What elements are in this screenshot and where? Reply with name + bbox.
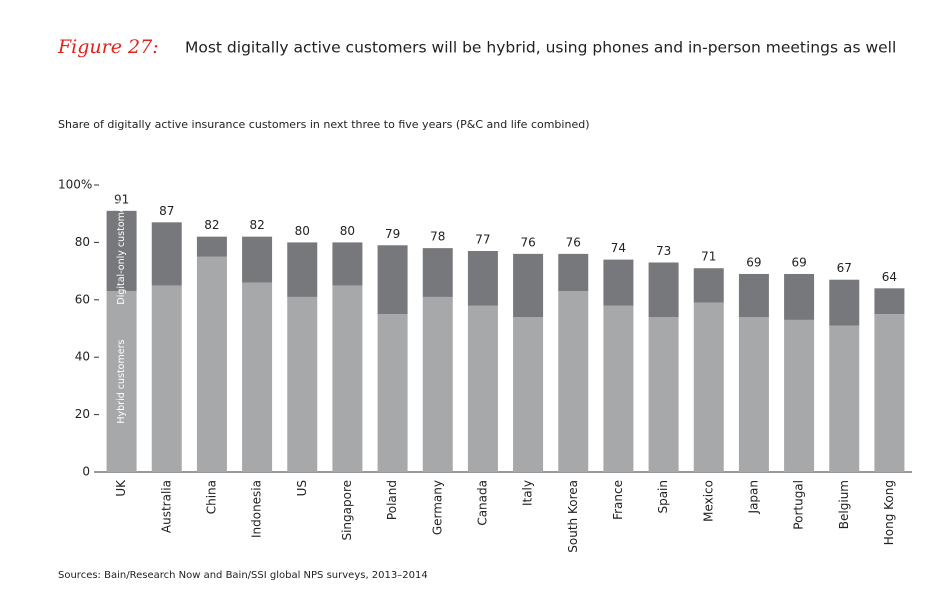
- total-label: 74: [611, 241, 626, 255]
- bar-segment: [829, 279, 860, 326]
- y-tick-label: 20: [75, 407, 90, 421]
- bar-segment: [874, 314, 905, 472]
- total-label: 79: [385, 227, 400, 241]
- x-tick-label: Indonesia: [250, 480, 264, 538]
- bar-segment: [106, 291, 137, 472]
- figure-label: Figure 27:: [57, 36, 159, 58]
- x-tick-label: Mexico: [701, 480, 715, 522]
- y-tick-label: 40: [75, 350, 90, 364]
- total-label: 91: [114, 192, 129, 206]
- bar-segment: [648, 262, 679, 318]
- x-tick-label: China: [204, 480, 218, 514]
- bar-segment: [874, 288, 905, 315]
- total-label: 67: [837, 261, 852, 275]
- bar-segment: [693, 268, 724, 303]
- bar-segment: [242, 282, 273, 472]
- bar-segment: [332, 242, 363, 286]
- bar-segment: [196, 236, 227, 257]
- bar-segment: [738, 273, 769, 318]
- total-label: 77: [475, 233, 490, 247]
- subtitle: Share of digitally active insurance cust…: [58, 118, 590, 131]
- x-tick-label: Japan: [746, 480, 760, 514]
- bar-segment: [332, 285, 363, 472]
- total-label: 82: [204, 218, 219, 232]
- bar-segment: [603, 305, 634, 472]
- bar-segment: [467, 251, 498, 306]
- bar-segment: [422, 296, 453, 472]
- bar-segment: [242, 236, 273, 283]
- bar-segment: [784, 273, 815, 320]
- x-tick-label: Canada: [475, 480, 489, 526]
- total-label: 76: [520, 235, 535, 249]
- bar-segment: [287, 242, 318, 297]
- x-tick-label: Portugal: [792, 480, 806, 530]
- x-tick-label: Singapore: [340, 480, 354, 541]
- bar-segment: [196, 256, 227, 472]
- total-label: 69: [746, 255, 761, 269]
- bar-segment: [106, 210, 137, 292]
- x-tick-label: Belgium: [837, 480, 851, 529]
- series-label: Hybrid customers: [116, 340, 127, 424]
- total-label: 80: [295, 224, 310, 238]
- bar-segment: [558, 253, 589, 292]
- source: Sources: Bain/Research Now and Bain/SSI …: [58, 570, 428, 581]
- bar-segment: [558, 291, 589, 472]
- bar-segment: [603, 259, 634, 306]
- bar-segment: [784, 319, 815, 472]
- y-tick-label: 0: [82, 465, 90, 479]
- bar-segment: [648, 317, 679, 472]
- bar-segment: [377, 314, 408, 472]
- bar-segment: [422, 248, 453, 297]
- y-tick-label: 100%: [58, 178, 92, 192]
- total-label: 73: [656, 244, 671, 258]
- y-tick-label: 80: [75, 235, 90, 249]
- x-tick-label: Australia: [159, 480, 173, 533]
- bar-segment: [829, 325, 860, 472]
- total-label: 87: [159, 204, 174, 218]
- bar-segment: [151, 285, 182, 472]
- x-tick-label: Hong Kong: [882, 480, 896, 545]
- chart-title: Most digitally active customers will be …: [185, 39, 896, 57]
- x-tick-label: UK: [114, 479, 128, 497]
- bar-segment: [151, 222, 182, 286]
- bar-segment: [287, 296, 318, 472]
- total-label: 82: [249, 218, 264, 232]
- x-tick-label: Spain: [656, 480, 670, 514]
- total-label: 80: [340, 224, 355, 238]
- bar-segment: [693, 302, 724, 472]
- bar-segment: [377, 245, 408, 315]
- total-label: 64: [882, 270, 897, 284]
- x-tick-label: Poland: [385, 480, 399, 520]
- y-tick-label: 60: [75, 292, 90, 306]
- bar-segment: [467, 305, 498, 472]
- x-tick-label: South Korea: [566, 480, 580, 553]
- x-tick-label: US: [295, 480, 309, 496]
- total-label: 71: [701, 250, 716, 264]
- bar-segment: [738, 317, 769, 472]
- total-label: 69: [791, 255, 806, 269]
- series-label: Digital-only customers: [116, 197, 127, 304]
- x-tick-label: Italy: [521, 480, 535, 506]
- total-label: 78: [430, 230, 445, 244]
- x-tick-label: Germany: [430, 480, 444, 535]
- total-label: 76: [566, 235, 581, 249]
- bar-segment: [513, 253, 544, 318]
- bar-segment: [513, 317, 544, 472]
- x-tick-label: France: [611, 480, 625, 520]
